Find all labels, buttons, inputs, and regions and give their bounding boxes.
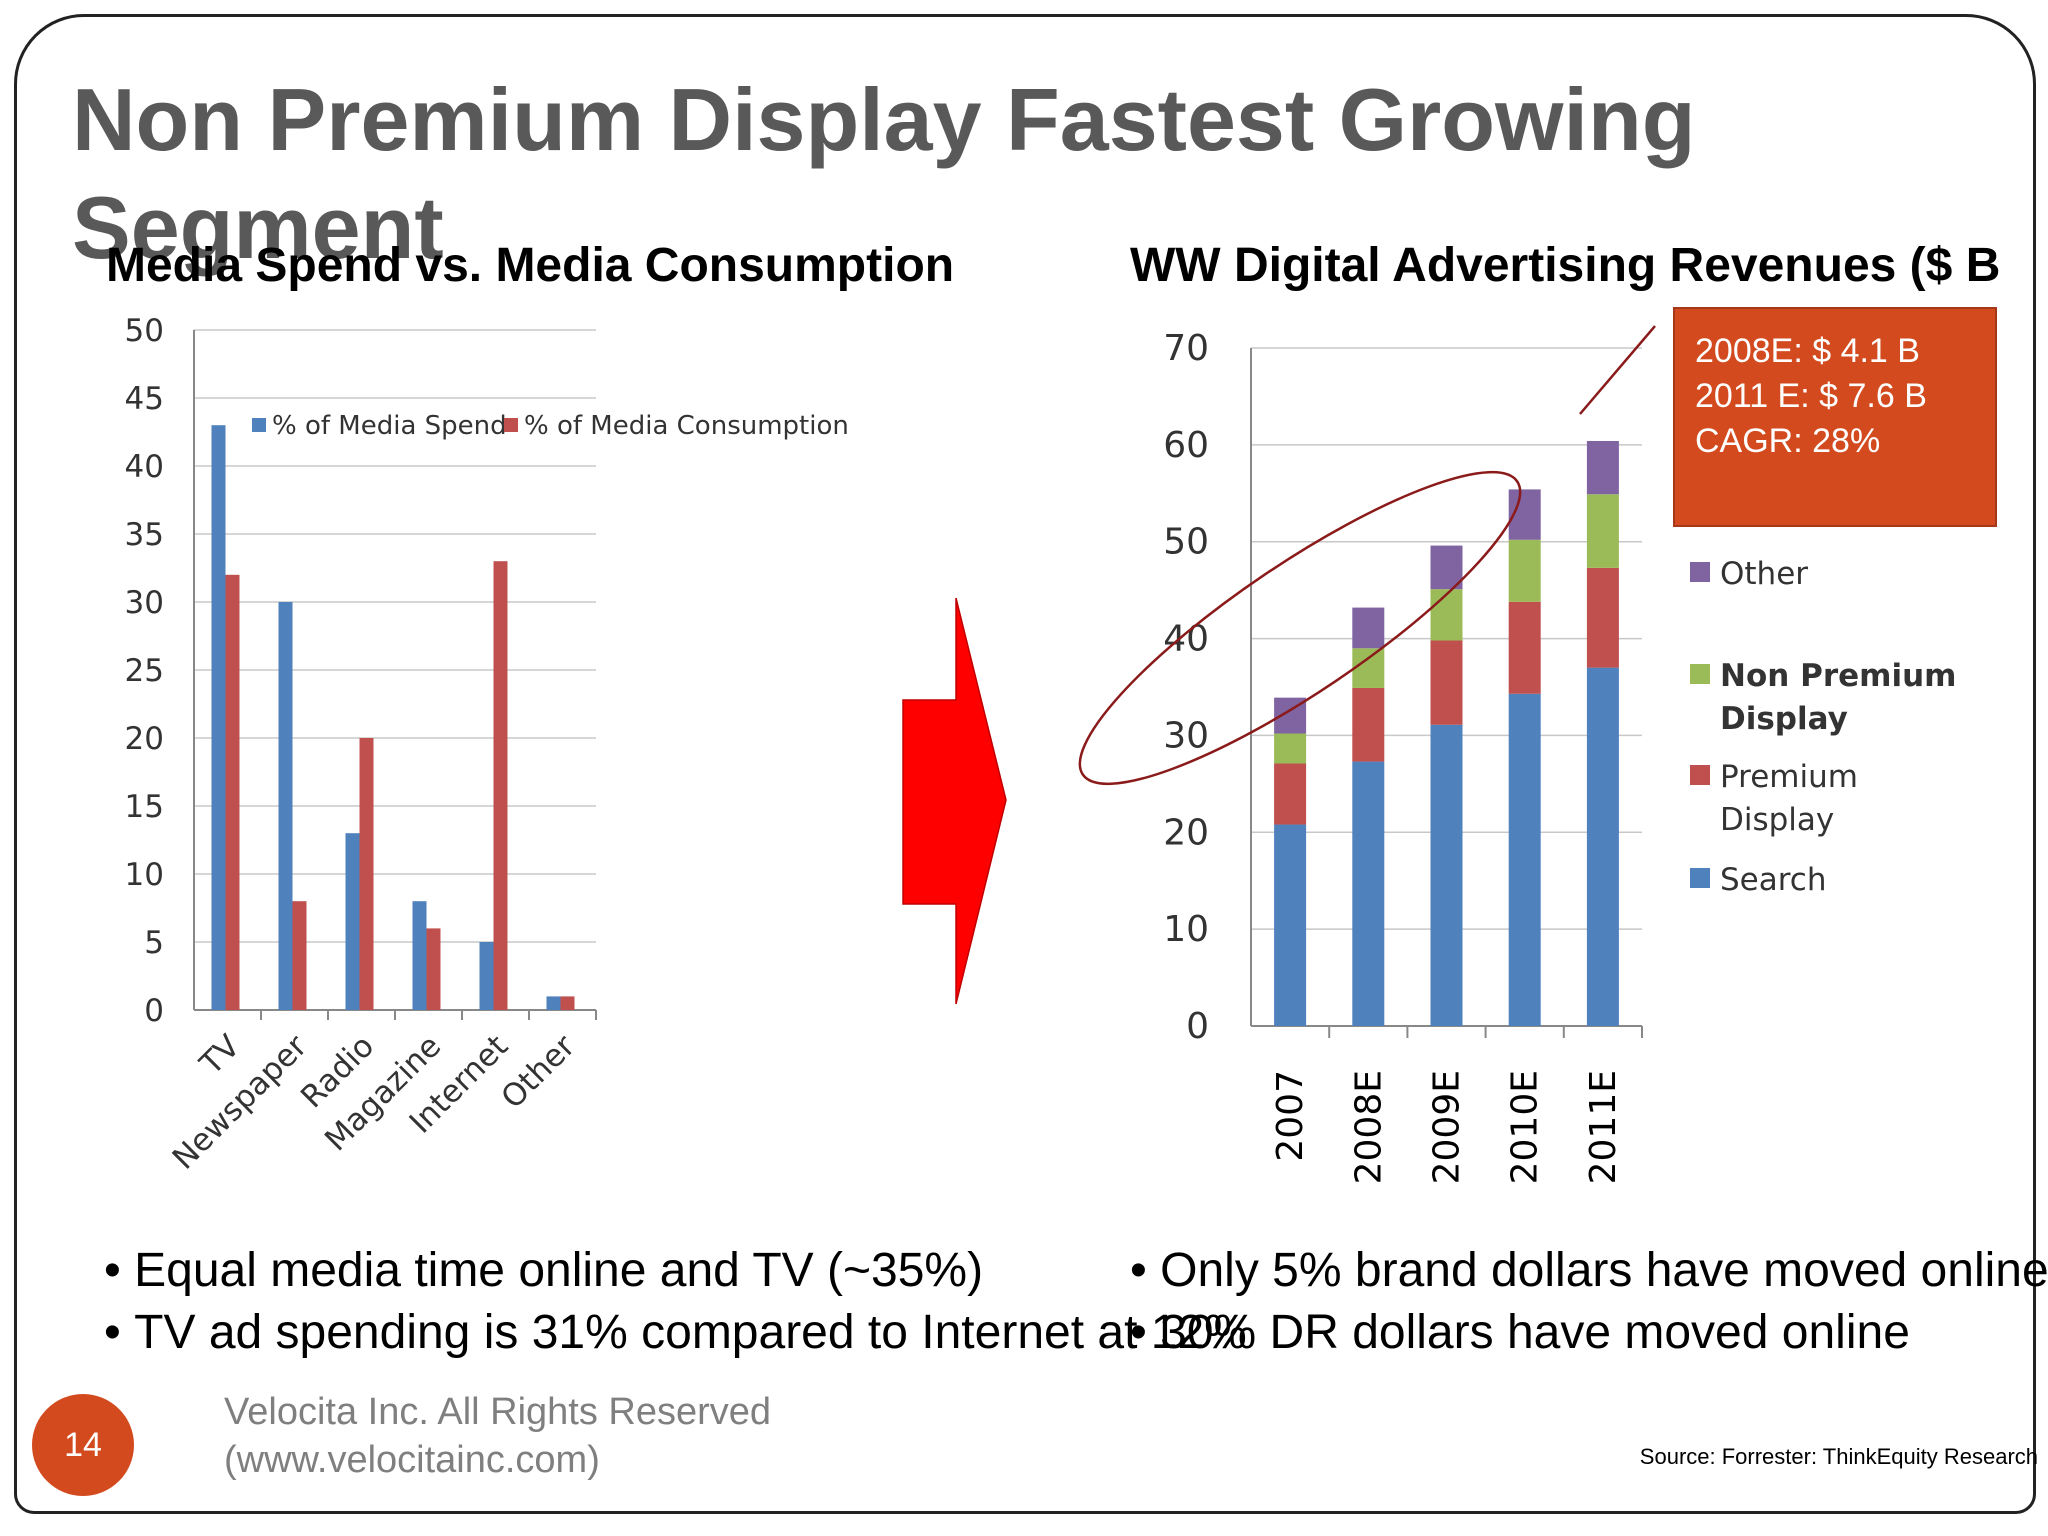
bullet-item: TV ad spending is 31% compared to Intern… (104, 1302, 1247, 1364)
bar-0 (278, 602, 293, 1010)
y-tick-label: 45 (125, 381, 164, 417)
right-chart-subtitle: WW Digital Advertising Revenues ($ B (1130, 239, 2001, 292)
bar-0 (345, 833, 360, 1010)
legend-swatch (252, 418, 266, 432)
x-tick-label: 2011E (1583, 1070, 1624, 1184)
bar-0 (211, 425, 226, 1010)
x-tick-label: 2007 (1270, 1070, 1311, 1162)
bar-1 (359, 738, 374, 1010)
callout-pointer (1579, 325, 1656, 415)
y-tick-label: 15 (125, 789, 164, 825)
callout-line-2008: 2008E: $ 4.1 B (1695, 332, 1920, 370)
bar-segment-1 (1586, 567, 1619, 668)
bar-segment-0 (1508, 693, 1541, 1026)
legend-label: % of Media Consumption (524, 411, 849, 441)
bar-0 (546, 996, 561, 1010)
page-number-badge: 14 (32, 1394, 134, 1496)
bar-1 (560, 996, 575, 1010)
y-tick-label: 50 (1163, 522, 1209, 563)
y-tick-label: 50 (125, 313, 164, 349)
legend-swatch (1690, 765, 1710, 785)
x-tick-label: 2010E (1505, 1070, 1546, 1184)
bar-segment-1 (1430, 640, 1463, 725)
bullet-item: Equal media time online and TV (~35%) (104, 1240, 1247, 1302)
callout-line-2011: 2011 E: $ 7.6 B (1695, 377, 1927, 415)
y-tick-label: 25 (125, 653, 164, 689)
legend-label: Non Premium Display (1720, 658, 1956, 737)
y-tick-label: 5 (144, 925, 164, 961)
highlight-ellipse (1078, 470, 1522, 786)
footer-copyright: Velocita Inc. All Rights Reserved (www.v… (224, 1388, 771, 1484)
bar-1 (426, 928, 441, 1010)
bar-segment-1 (1274, 763, 1307, 825)
footer-line-company: Velocita Inc. All Rights Reserved (224, 1391, 772, 1433)
bar-1 (292, 901, 307, 1010)
right-bullet-list: Only 5% brand dollars have moved online … (1130, 1240, 2048, 1364)
bar-segment-2 (1430, 589, 1463, 641)
y-tick-label: 35 (125, 517, 164, 553)
legend-label: Other (1720, 556, 1808, 592)
y-tick-label: 30 (125, 585, 164, 621)
bar-segment-3 (1586, 440, 1619, 495)
bullet-item: Only 5% brand dollars have moved online (1130, 1240, 2048, 1302)
footer-line-url: (www.velocitainc.com) (224, 1439, 600, 1481)
y-tick-label: 0 (1186, 1006, 1209, 1047)
legend-swatch (1690, 562, 1710, 582)
bar-segment-1 (1508, 601, 1541, 694)
bar-segment-1 (1352, 687, 1385, 762)
left-chart-subtitle: Media Spend vs. Media Consumption (106, 239, 955, 292)
left-bullet-list: Equal media time online and TV (~35%) TV… (104, 1240, 1247, 1364)
legend-swatch (1690, 868, 1710, 888)
bar-0 (479, 942, 494, 1010)
y-tick-label: 70 (1163, 328, 1209, 369)
slide-title: Non Premium Display Fastest Growing Segm… (72, 70, 1696, 277)
bar-segment-0 (1430, 724, 1463, 1026)
y-tick-label: 20 (125, 721, 164, 757)
y-tick-label: 40 (1163, 619, 1209, 660)
legend-label: Search (1720, 862, 1827, 898)
bar-segment-0 (1586, 667, 1619, 1026)
source-note: Source: Forrester: ThinkEquity Research (1639, 1444, 2038, 1469)
bar-segment-2 (1352, 648, 1385, 688)
x-tick-label: 2009E (1427, 1070, 1468, 1184)
y-tick-label: 10 (125, 857, 164, 893)
bar-segment-0 (1274, 824, 1307, 1026)
y-tick-label: 20 (1163, 812, 1209, 853)
legend-label: % of Media Spend (272, 411, 507, 441)
bar-segment-3 (1352, 607, 1385, 649)
bar-segment-2 (1508, 539, 1541, 602)
bullet-item: 30% DR dollars have moved online (1130, 1302, 2048, 1364)
y-tick-label: 60 (1163, 425, 1209, 466)
legend-label: Premium Display (1720, 759, 1858, 838)
bar-segment-0 (1352, 761, 1385, 1026)
y-tick-label: 40 (125, 449, 164, 485)
callout-line-cagr: CAGR: 28% (1695, 422, 1881, 460)
bar-segment-2 (1586, 494, 1619, 568)
right-arrow-shape (902, 597, 1007, 1005)
y-tick-label: 30 (1163, 715, 1209, 756)
bar-0 (412, 901, 427, 1010)
y-tick-label: 0 (144, 993, 164, 1029)
legend-swatch (1690, 664, 1710, 684)
legend-swatch (504, 418, 518, 432)
bar-1 (493, 561, 508, 1010)
bar-segment-3 (1430, 545, 1463, 590)
bar-1 (225, 574, 240, 1010)
bar-segment-2 (1274, 733, 1307, 764)
x-tick-label: 2008E (1348, 1070, 1389, 1184)
y-tick-label: 10 (1163, 909, 1209, 950)
growth-callout: 2008E: $ 4.1 B 2011 E: $ 7.6 B CAGR: 28% (1673, 307, 1997, 527)
